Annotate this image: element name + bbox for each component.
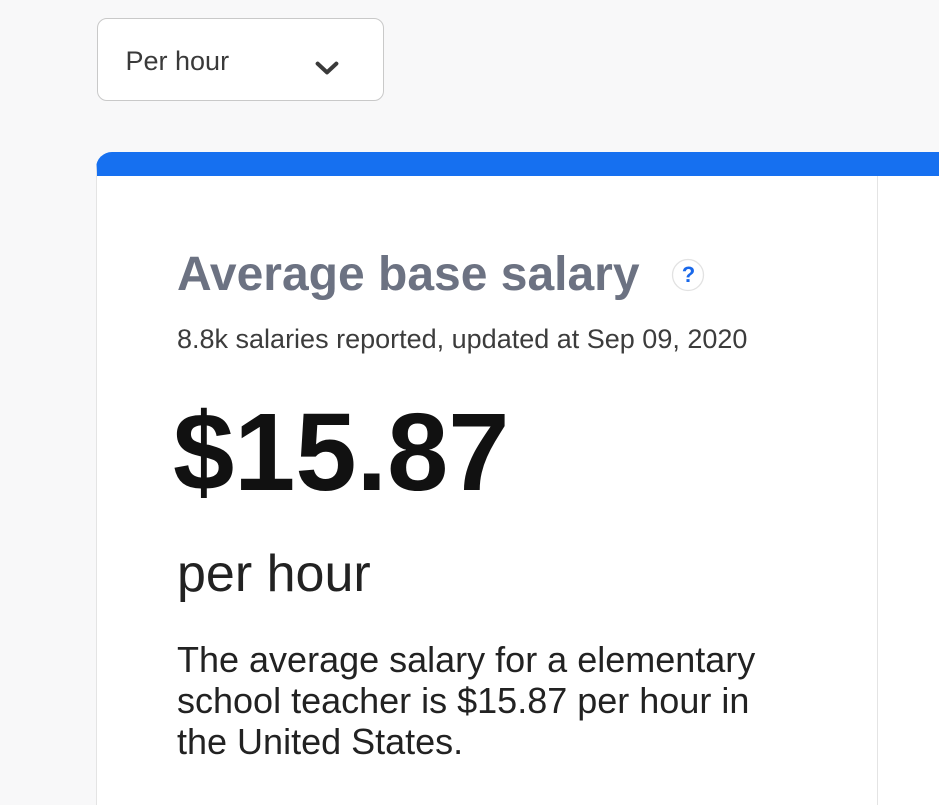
svg-text:?: ? <box>682 262 695 287</box>
